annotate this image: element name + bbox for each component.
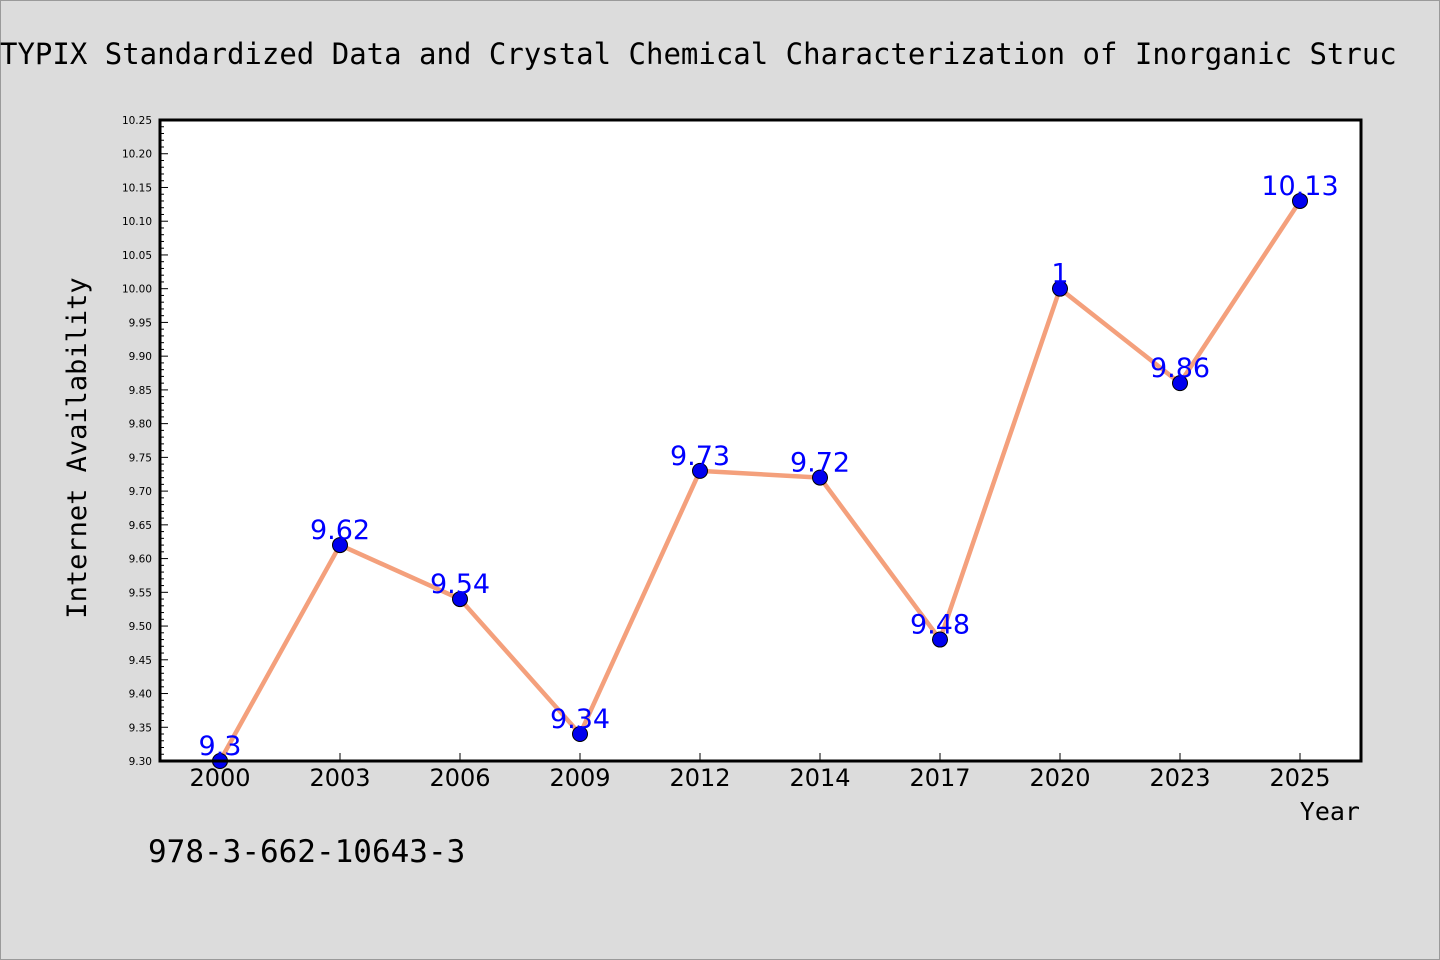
data-label: 9.3 xyxy=(199,731,242,762)
y-tick-label: 10.00 xyxy=(122,284,152,296)
data-label: 9.73 xyxy=(670,441,730,472)
data-point xyxy=(1292,192,1308,209)
data-label: 10.13 xyxy=(1261,171,1338,202)
y-tick-label: 9.35 xyxy=(129,722,152,734)
data-point xyxy=(812,469,828,486)
y-tick-label: 9.75 xyxy=(129,452,152,464)
data-point xyxy=(452,591,468,608)
x-tick-label: 2009 xyxy=(549,764,610,792)
x-tick-label: 2003 xyxy=(309,764,370,792)
chart-title: TYPIX Standardized Data and Crystal Chem… xyxy=(0,37,1397,71)
data-labels: 9.3 9.62 9.54 9.34 9.73 9.72 9.48 1 9.86 10.13 xyxy=(199,171,1339,762)
y-tick-label: 9.95 xyxy=(129,317,152,329)
y-tick-label: 10.05 xyxy=(122,250,152,262)
x-tick-label: 2017 xyxy=(909,764,970,792)
y-tick-label: 9.55 xyxy=(129,587,152,599)
y-tick-label: 9.50 xyxy=(129,621,152,633)
y-axis-label: Internet Availability xyxy=(62,277,93,618)
y-tick-label: 9.40 xyxy=(129,689,152,701)
y-tick-label: 9.80 xyxy=(129,419,152,431)
x-tick-label: 2012 xyxy=(669,764,730,792)
x-tick-label: 2006 xyxy=(429,764,490,792)
x-tick-label: 2020 xyxy=(1029,764,1090,792)
data-label: 1 xyxy=(1051,259,1068,290)
y-tick-label: 10.25 xyxy=(122,115,152,127)
y-tick-label: 10.10 xyxy=(122,216,152,228)
data-label: 9.72 xyxy=(790,448,850,479)
plot-area xyxy=(160,120,1361,761)
data-label: 9.86 xyxy=(1150,353,1210,384)
data-label: 9.62 xyxy=(310,515,370,546)
data-point xyxy=(692,462,708,479)
data-point xyxy=(332,537,348,554)
series-line xyxy=(218,199,1302,763)
y-tick-label: 9.30 xyxy=(129,756,152,768)
data-point xyxy=(572,726,588,743)
data-point xyxy=(1052,280,1068,297)
x-tick-label: 2023 xyxy=(1149,764,1210,792)
y-tick-label: 9.65 xyxy=(129,520,152,532)
data-label: 9.48 xyxy=(910,610,970,641)
data-label: 9.34 xyxy=(550,704,610,735)
data-point xyxy=(1172,375,1188,392)
isbn-text: 978-3-662-10643-3 xyxy=(148,834,466,870)
y-tick-label: 9.60 xyxy=(129,554,152,566)
y-tick-label: 9.45 xyxy=(129,655,152,667)
data-markers xyxy=(212,192,1308,769)
data-label: 9.54 xyxy=(430,569,490,600)
x-tick-label: 2014 xyxy=(789,764,850,792)
y-tick-label: 9.90 xyxy=(129,351,152,363)
y-axis-ticks: 9.30 9.35 9.40 9.45 9.50 9.55 9.60 9.65 9.70 9.75… xyxy=(122,115,168,768)
y-tick-label: 9.85 xyxy=(129,385,152,397)
y-tick-label: 10.20 xyxy=(122,149,152,161)
y-tick-label: 10.15 xyxy=(122,182,152,194)
x-axis-label: Year xyxy=(1300,797,1360,826)
y-tick-label: 9.70 xyxy=(129,486,152,498)
x-tick-label: 2025 xyxy=(1269,764,1330,792)
plot-frame xyxy=(158,118,1363,763)
data-point xyxy=(932,631,948,648)
